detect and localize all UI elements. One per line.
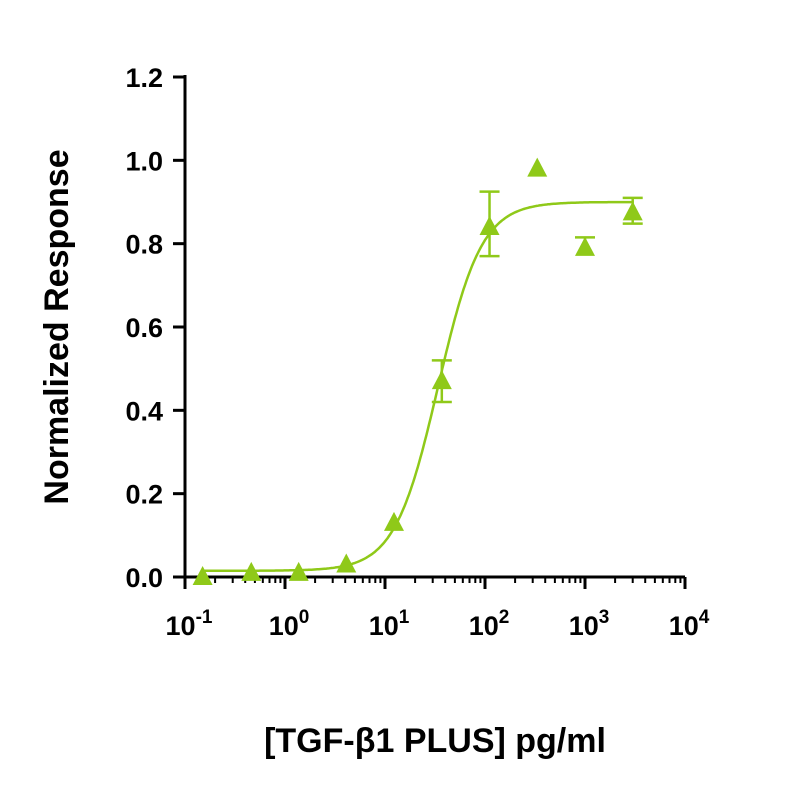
x-tick-label: 10-1 — [166, 607, 213, 641]
fit-curve-group — [202, 200, 633, 572]
data-point — [527, 157, 548, 177]
data-point — [288, 561, 309, 581]
triangle-marker — [575, 236, 595, 256]
triangle-marker — [383, 511, 404, 531]
x-tick-label: 101 — [369, 607, 410, 641]
data-point — [575, 236, 595, 256]
y-tick-label: 0.8 — [125, 230, 163, 260]
data-point — [241, 561, 262, 581]
triangle-marker — [527, 157, 548, 177]
y-tick-label: 0.6 — [125, 313, 163, 343]
x-tick-label: 102 — [469, 607, 510, 641]
axes: 0.0 0.2 0.4 0.6 0.8 1.0 1.2 10-1 100 101 102 103 104 — [125, 63, 709, 641]
data-point — [622, 196, 643, 225]
triangle-marker — [336, 553, 357, 573]
y-tick-label: 1.0 — [125, 146, 163, 176]
y-tick-label: 0.4 — [125, 396, 163, 426]
triangle-marker — [479, 216, 500, 235]
y-tick-label: 1.2 — [125, 63, 163, 93]
x-tick-label: 104 — [669, 607, 710, 641]
x-tick-label: 100 — [269, 607, 310, 641]
data-point — [431, 359, 452, 404]
triangle-marker — [622, 201, 643, 221]
x-axis-label: [TGF-β1 PLUS] pg/ml — [264, 722, 606, 760]
triangle-marker — [192, 566, 213, 585]
triangle-marker — [288, 561, 309, 581]
data-point — [479, 190, 500, 258]
x-tick-label: 103 — [569, 607, 610, 641]
y-tick-label: 0.2 — [125, 480, 163, 510]
data-points — [192, 157, 643, 585]
data-point — [336, 553, 357, 573]
triangle-marker — [431, 370, 452, 390]
data-point — [383, 511, 404, 531]
triangle-marker — [241, 561, 262, 581]
data-point — [192, 566, 213, 585]
y-tick-label: 0.0 — [125, 563, 163, 593]
fit-curve — [202, 200, 633, 572]
y-axis-label: Normalized Response — [38, 149, 76, 504]
